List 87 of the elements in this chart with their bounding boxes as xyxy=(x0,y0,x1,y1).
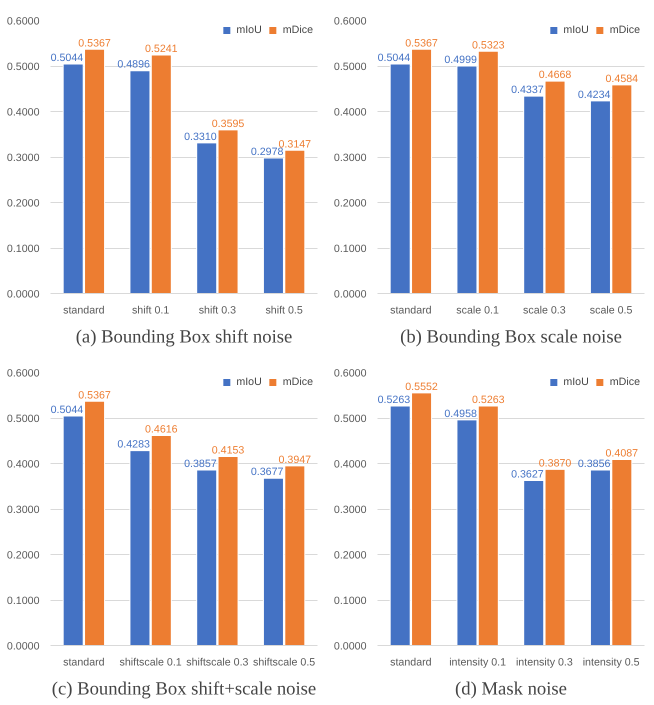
y-tick-label: 0.4000 xyxy=(6,458,40,470)
y-tick-label: 0.1000 xyxy=(6,595,40,607)
y-tick-label: 0.1000 xyxy=(334,595,367,607)
data-label: 0.4999 xyxy=(444,54,478,66)
x-tick-label: shift 0.3 xyxy=(198,304,236,316)
x-tick-label: intensity 0.1 xyxy=(449,656,506,668)
legend-label: mIoU xyxy=(563,376,589,388)
y-tick-label: 0.6000 xyxy=(6,16,40,28)
data-label: 0.4668 xyxy=(538,69,572,82)
y-tick-label: 0.0000 xyxy=(334,640,367,652)
text: (b) Bounding Box scale noise xyxy=(400,326,622,348)
text: (c) Bounding Box shift+scale noise xyxy=(52,678,316,700)
y-tick-label: 0.5000 xyxy=(6,413,40,425)
data-label: 0.4958 xyxy=(444,408,478,420)
data-label: 0.5367 xyxy=(78,389,111,402)
x-tick-label: intensity 0.5 xyxy=(582,656,640,668)
x-tick-label: intensity 0.3 xyxy=(516,656,573,668)
y-tick-label: 0.5000 xyxy=(334,413,367,425)
legend-label: mIoU xyxy=(236,376,262,388)
legend-label: mIoU xyxy=(563,24,589,36)
y-tick-label: 0.3000 xyxy=(334,504,367,516)
y-tick-label: 0.6000 xyxy=(334,16,367,28)
x-tick-label: shift 0.5 xyxy=(265,304,303,316)
data-label: 0.5263 xyxy=(472,394,505,406)
data-label: 0.5241 xyxy=(145,43,178,56)
data-label: 0.4584 xyxy=(606,72,638,85)
y-tick-label: 0.6000 xyxy=(334,368,367,380)
y-tick-label: 0.4000 xyxy=(6,106,40,118)
data-label: 0.4337 xyxy=(511,84,544,96)
data-label: 0.4896 xyxy=(117,58,150,71)
y-tick-label: 0.5000 xyxy=(334,61,367,73)
data-label: 0.3856 xyxy=(578,458,611,470)
x-tick-label: standard xyxy=(63,656,105,668)
legend-label: mIoU xyxy=(236,24,262,36)
text: (a) Bounding Box shift noise xyxy=(76,326,292,348)
data-label: 0.4087 xyxy=(606,448,638,460)
y-tick-label: 0.5000 xyxy=(6,61,40,73)
data-label: 0.5263 xyxy=(378,394,410,406)
data-label: 0.4153 xyxy=(212,444,244,457)
y-tick-label: 0.0000 xyxy=(334,288,367,300)
text: (d) Mask noise xyxy=(455,678,567,700)
data-label: 0.4616 xyxy=(145,423,178,436)
y-tick-label: 0.1000 xyxy=(334,243,367,255)
data-label: 0.5367 xyxy=(78,37,111,50)
y-tick-label: 0.4000 xyxy=(334,106,367,118)
x-tick-label: scale 0.1 xyxy=(456,304,500,316)
x-tick-label: scale 0.5 xyxy=(590,304,633,316)
x-tick-label: standard xyxy=(390,304,432,316)
data-label: 0.5044 xyxy=(50,52,84,64)
x-tick-label: shiftscale 0.5 xyxy=(253,656,316,668)
y-tick-label: 0.3000 xyxy=(334,152,367,164)
y-tick-label: 0.0000 xyxy=(6,640,40,652)
legend-label: mDice xyxy=(282,376,313,388)
data-label: 0.3857 xyxy=(184,458,217,470)
data-label: 0.3627 xyxy=(511,468,544,480)
data-label: 0.3310 xyxy=(184,130,217,143)
x-tick-label: scale 0.3 xyxy=(523,304,566,316)
legend-label: mDice xyxy=(610,376,640,388)
x-tick-label: standard xyxy=(390,656,432,668)
data-label: 0.5044 xyxy=(378,52,410,64)
legend-label: mDice xyxy=(282,24,313,36)
x-tick-label: shiftscale 0.3 xyxy=(186,656,249,668)
data-label: 0.2978 xyxy=(250,146,284,158)
data-label: 0.5552 xyxy=(405,380,438,393)
y-tick-label: 0.4000 xyxy=(334,458,367,470)
y-tick-label: 0.3000 xyxy=(6,504,40,516)
legend-label: mDice xyxy=(610,24,640,36)
data-label: 0.3677 xyxy=(250,466,284,478)
data-label: 0.4234 xyxy=(578,88,611,101)
data-label: 0.3595 xyxy=(212,118,244,130)
x-tick-label: shift 0.1 xyxy=(132,304,170,316)
x-tick-label: standard xyxy=(63,304,105,316)
y-tick-label: 0.6000 xyxy=(6,368,40,380)
x-tick-label: shiftscale 0.1 xyxy=(120,656,182,668)
data-label: 0.3870 xyxy=(538,457,572,470)
y-tick-label: 0.2000 xyxy=(334,198,367,210)
y-tick-label: 0.3000 xyxy=(6,152,40,164)
y-tick-label: 0.2000 xyxy=(334,550,367,562)
y-tick-label: 0.1000 xyxy=(6,243,40,255)
data-label: 0.4283 xyxy=(117,438,150,451)
y-tick-label: 0.2000 xyxy=(6,550,40,562)
y-tick-label: 0.2000 xyxy=(6,198,40,210)
data-label: 0.5367 xyxy=(405,37,438,50)
data-label: 0.3947 xyxy=(278,454,312,466)
y-tick-label: 0.0000 xyxy=(6,288,40,300)
data-label: 0.5323 xyxy=(472,39,505,52)
data-label: 0.5044 xyxy=(50,404,84,416)
